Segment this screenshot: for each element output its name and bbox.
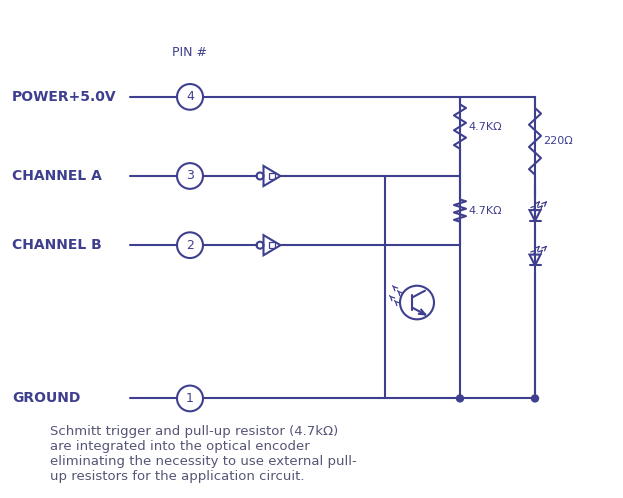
- Text: Schmitt trigger and pull-up resistor (4.7kΩ)
are integrated into the optical enc: Schmitt trigger and pull-up resistor (4.…: [50, 425, 357, 483]
- Text: 220Ω: 220Ω: [543, 136, 573, 146]
- Text: 3: 3: [186, 169, 194, 182]
- Text: PIN #: PIN #: [173, 46, 207, 59]
- Text: 4.7KΩ: 4.7KΩ: [468, 122, 502, 131]
- Text: 4: 4: [186, 91, 194, 104]
- Text: POWER+5.0V: POWER+5.0V: [12, 90, 117, 104]
- Circle shape: [457, 395, 464, 402]
- Text: 2: 2: [186, 239, 194, 251]
- Text: CHANNEL B: CHANNEL B: [12, 238, 102, 252]
- Text: 4.7KΩ: 4.7KΩ: [468, 206, 502, 216]
- Text: CHANNEL A: CHANNEL A: [12, 169, 102, 183]
- Text: GROUND: GROUND: [12, 391, 80, 405]
- Circle shape: [531, 395, 538, 402]
- Text: 1: 1: [186, 392, 194, 405]
